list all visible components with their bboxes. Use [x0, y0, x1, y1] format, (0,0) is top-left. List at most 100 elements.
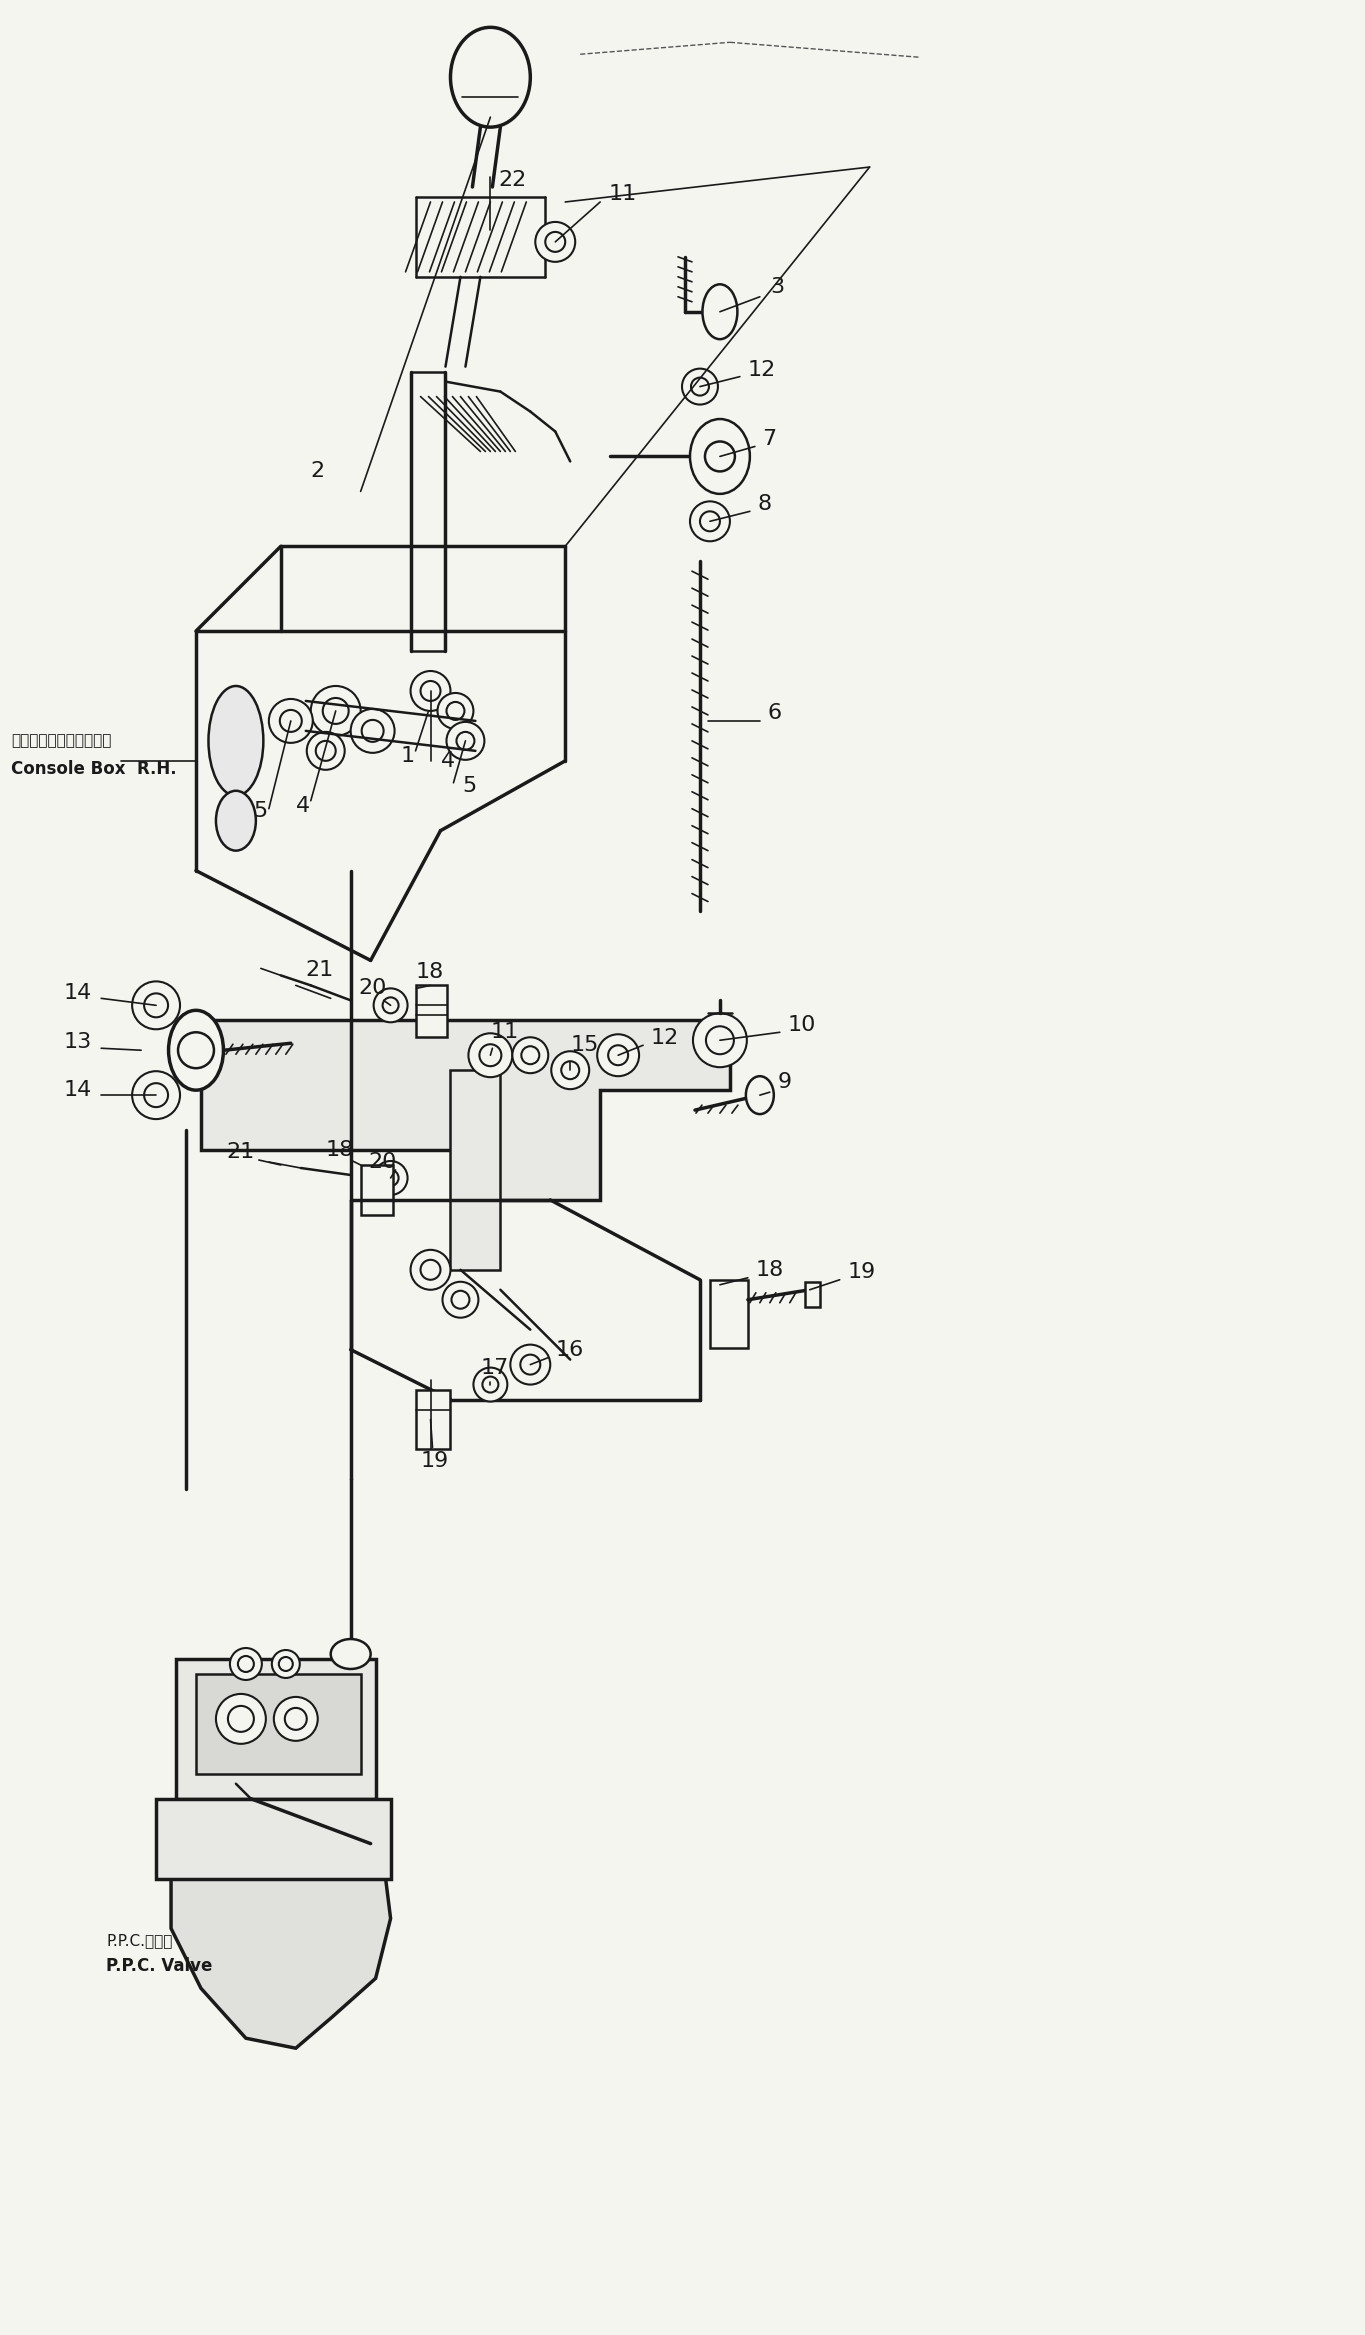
Circle shape	[272, 1651, 300, 1679]
Ellipse shape	[209, 686, 263, 796]
Circle shape	[452, 1291, 470, 1308]
Bar	[176, 1658, 375, 1798]
Ellipse shape	[689, 418, 749, 495]
Ellipse shape	[745, 1076, 774, 1114]
Bar	[805, 1282, 820, 1308]
Text: 13: 13	[63, 1032, 91, 1053]
Text: 1: 1	[400, 745, 415, 766]
Text: 19: 19	[848, 1261, 876, 1282]
Text: 10: 10	[788, 1016, 816, 1034]
Circle shape	[511, 1345, 550, 1385]
Bar	[710, 1280, 748, 1347]
Circle shape	[285, 1707, 307, 1730]
Circle shape	[322, 698, 348, 724]
Circle shape	[132, 1072, 180, 1118]
Text: 3: 3	[770, 278, 784, 297]
Circle shape	[145, 992, 168, 1018]
Circle shape	[280, 710, 302, 731]
Circle shape	[512, 1037, 549, 1074]
Circle shape	[442, 1282, 478, 1317]
Circle shape	[382, 1170, 399, 1186]
Text: 4: 4	[296, 796, 310, 815]
Circle shape	[706, 1027, 734, 1053]
Ellipse shape	[168, 1011, 224, 1090]
Text: P.P.C.バルブ: P.P.C.バルブ	[106, 1933, 172, 1947]
Circle shape	[411, 670, 450, 710]
Circle shape	[456, 731, 475, 750]
Text: 12: 12	[650, 1027, 678, 1048]
Ellipse shape	[703, 285, 737, 339]
Text: 5: 5	[253, 801, 268, 820]
Circle shape	[704, 441, 734, 472]
Text: 2: 2	[311, 462, 325, 481]
Ellipse shape	[330, 1639, 371, 1670]
Circle shape	[382, 997, 399, 1013]
Circle shape	[132, 981, 180, 1030]
Circle shape	[689, 502, 730, 542]
Circle shape	[229, 1649, 262, 1679]
Text: 19: 19	[420, 1452, 449, 1471]
Text: 6: 6	[768, 703, 782, 724]
Ellipse shape	[450, 28, 531, 126]
Circle shape	[535, 222, 575, 262]
Circle shape	[216, 1693, 266, 1744]
Circle shape	[479, 1044, 501, 1067]
Circle shape	[311, 686, 360, 736]
Circle shape	[307, 731, 345, 771]
Circle shape	[315, 740, 336, 761]
Text: 21: 21	[306, 960, 334, 981]
Text: 5: 5	[463, 775, 476, 796]
Text: 18: 18	[326, 1139, 354, 1160]
Circle shape	[274, 1698, 318, 1742]
Text: 8: 8	[758, 495, 773, 514]
Text: 11: 11	[490, 1023, 519, 1041]
Bar	[415, 1389, 450, 1450]
Circle shape	[228, 1707, 254, 1733]
Text: 16: 16	[556, 1340, 583, 1359]
Polygon shape	[171, 1880, 390, 2048]
Text: 7: 7	[762, 430, 775, 448]
Circle shape	[411, 1249, 450, 1289]
Circle shape	[278, 1658, 293, 1672]
Bar	[450, 1069, 501, 1270]
Text: 14: 14	[63, 1081, 91, 1100]
Text: 12: 12	[748, 360, 777, 381]
Text: 4: 4	[441, 752, 455, 771]
Circle shape	[551, 1051, 590, 1088]
Circle shape	[693, 1013, 747, 1067]
Circle shape	[351, 710, 394, 752]
Circle shape	[177, 1032, 214, 1067]
Circle shape	[700, 511, 719, 532]
Circle shape	[238, 1656, 254, 1672]
Ellipse shape	[216, 792, 255, 850]
Circle shape	[682, 369, 718, 404]
Circle shape	[521, 1046, 539, 1065]
Bar	[197, 1674, 360, 1775]
Text: 15: 15	[571, 1034, 599, 1055]
Circle shape	[609, 1046, 628, 1065]
Text: 9: 9	[778, 1072, 792, 1093]
Polygon shape	[201, 1020, 730, 1200]
Circle shape	[545, 231, 565, 252]
Text: 17: 17	[480, 1357, 509, 1378]
Circle shape	[420, 1261, 441, 1280]
Circle shape	[468, 1034, 512, 1076]
Bar	[360, 1165, 393, 1214]
Circle shape	[597, 1034, 639, 1076]
Text: 20: 20	[369, 1151, 397, 1172]
Circle shape	[362, 719, 384, 743]
Circle shape	[269, 698, 313, 743]
Text: P.P.C. Valve: P.P.C. Valve	[106, 1957, 213, 1975]
Text: 18: 18	[415, 962, 444, 983]
Circle shape	[482, 1378, 498, 1392]
Text: 22: 22	[498, 170, 527, 189]
Text: 21: 21	[227, 1142, 254, 1163]
Circle shape	[446, 722, 485, 759]
Text: 18: 18	[756, 1261, 784, 1280]
Text: コンソールボックス　右: コンソールボックス 右	[11, 733, 112, 750]
Circle shape	[374, 988, 408, 1023]
Text: 11: 11	[609, 184, 636, 203]
Bar	[156, 1798, 390, 1880]
Circle shape	[374, 1160, 408, 1196]
Circle shape	[446, 703, 464, 719]
